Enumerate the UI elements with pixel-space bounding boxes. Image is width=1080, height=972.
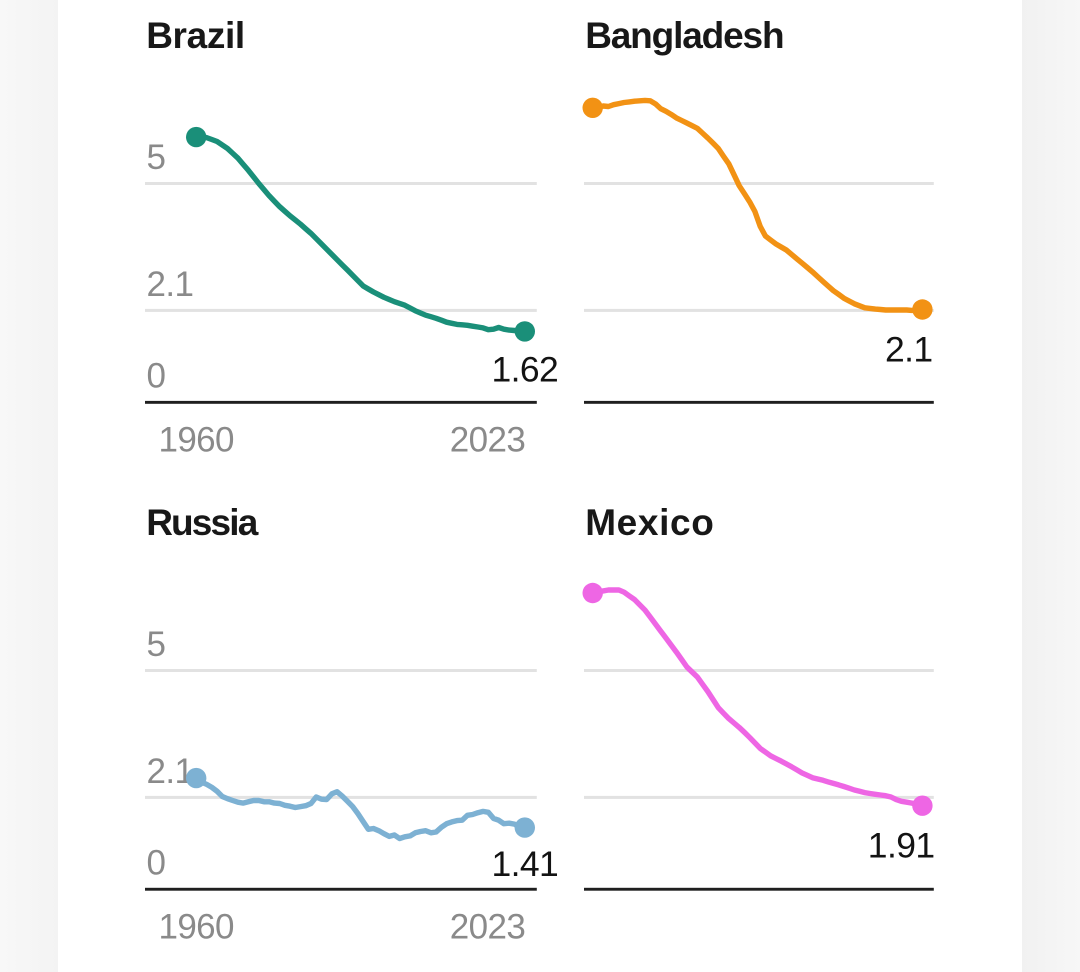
svg-text:2023: 2023: [450, 908, 525, 947]
svg-text:1.41: 1.41: [491, 844, 558, 884]
svg-text:2.1: 2.1: [147, 265, 194, 304]
svg-text:2.1: 2.1: [885, 330, 933, 370]
svg-text:5: 5: [147, 625, 166, 664]
svg-text:5: 5: [147, 138, 166, 177]
svg-text:0: 0: [147, 357, 166, 396]
svg-text:0: 0: [147, 844, 166, 883]
svg-text:2.1: 2.1: [147, 752, 194, 791]
svg-text:1.91: 1.91: [868, 825, 935, 865]
svg-text:Russia: Russia: [146, 502, 259, 543]
svg-text:2023: 2023: [450, 421, 525, 460]
svg-text:Brazil: Brazil: [146, 15, 245, 56]
svg-text:1960: 1960: [158, 421, 234, 460]
svg-text:Bangladesh: Bangladesh: [585, 15, 783, 56]
svg-text:Mexico: Mexico: [585, 502, 714, 543]
svg-text:1.62: 1.62: [491, 350, 558, 390]
svg-text:1960: 1960: [158, 908, 234, 947]
